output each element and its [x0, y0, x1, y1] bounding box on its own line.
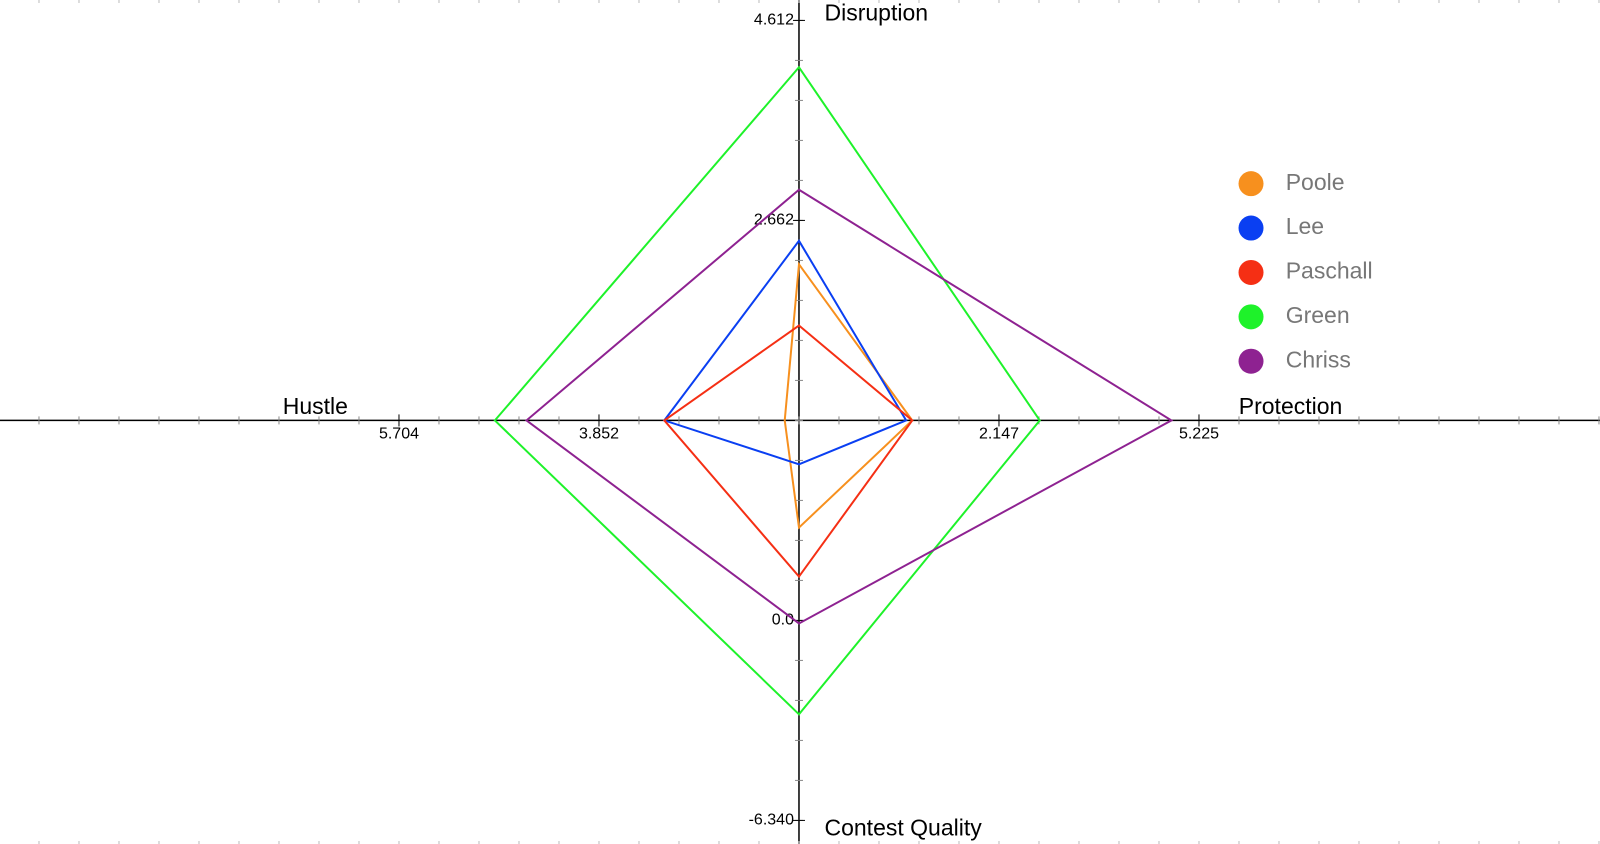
legend-marker: [1238, 171, 1264, 197]
legend-label: Poole: [1286, 169, 1345, 195]
tick-label: 2.147: [979, 426, 1019, 443]
legend-label: Chriss: [1286, 346, 1351, 372]
tick-label: 5.225: [1179, 426, 1219, 443]
legend-marker: [1238, 348, 1264, 374]
legend-label: Green: [1286, 302, 1350, 328]
axis-title: Protection: [1239, 393, 1343, 419]
series-shape: [493, 65, 1042, 716]
series-shape: [783, 261, 914, 530]
legend-label: Lee: [1286, 213, 1324, 239]
tick-label: 0.0: [772, 612, 794, 629]
legend-marker: [1238, 215, 1264, 241]
legend: Poole Lee Paschall Green Chriss: [1238, 169, 1373, 374]
legend-marker: [1238, 259, 1264, 285]
tick-label: 4.612: [754, 12, 794, 29]
tick-label: 2.662: [754, 212, 794, 229]
series-shape: [524, 188, 1174, 625]
tick-label: 5.704: [379, 426, 419, 443]
legend-marker: [1238, 304, 1264, 330]
series-shape: [662, 324, 914, 579]
axis-title: Contest Quality: [824, 815, 982, 841]
tick-label: -6.340: [749, 812, 794, 829]
tick-label: 3.852: [579, 426, 619, 443]
legend-label: Paschall: [1286, 258, 1373, 284]
series-shape: [662, 239, 908, 466]
axis-title: Disruption: [824, 0, 928, 25]
axis-title: Hustle: [283, 393, 348, 419]
